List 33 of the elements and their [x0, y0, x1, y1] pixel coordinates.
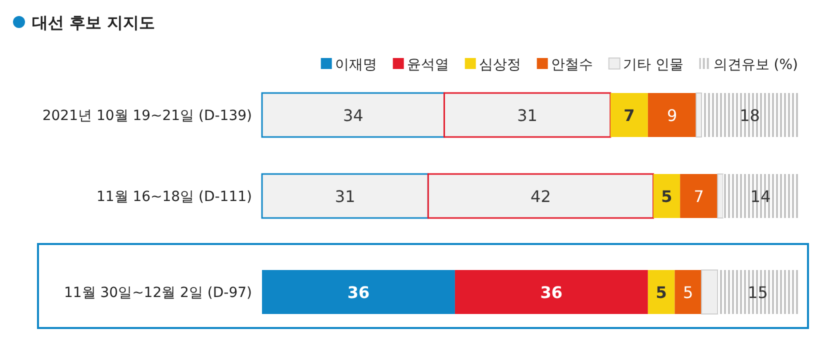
- legend-label: 심상정: [478, 57, 521, 73]
- data-label: 5: [661, 187, 672, 206]
- data-label: 7: [624, 106, 635, 125]
- bar: [701, 270, 718, 314]
- legend-label: 기타 인물: [622, 57, 684, 73]
- data-label: 5: [656, 283, 667, 302]
- data-label: 36: [540, 283, 563, 302]
- data-label: 42: [530, 187, 551, 206]
- text: 대선 후보 지지도: [32, 13, 156, 32]
- data-label: 5: [683, 283, 694, 302]
- y-tick-label: 11월 30일~12월 2일 (D-97): [64, 285, 252, 301]
- bar: [648, 270, 675, 314]
- data-label: 34: [342, 106, 364, 125]
- data-label: 31: [334, 187, 356, 206]
- y-tick-label: 11월 16~18일 (D-111): [96, 189, 252, 205]
- legend-label: 윤석열: [406, 57, 449, 73]
- data-label: 15: [748, 283, 768, 302]
- legend-label: 이재명: [334, 57, 377, 73]
- y-tick-label: 2021년 10월 19~21일 (D-139): [42, 108, 252, 124]
- data-label: 18: [740, 106, 760, 125]
- legend-label: 안철수: [550, 57, 593, 73]
- data-label: 31: [517, 106, 538, 125]
- bar: [648, 93, 696, 137]
- data-label: 9: [666, 106, 678, 125]
- data-label: 36: [347, 283, 370, 302]
- bar: [718, 270, 798, 314]
- data-label: 14: [750, 187, 771, 206]
- data-label: 7: [694, 187, 704, 206]
- bar: [674, 270, 702, 314]
- legend-label: 의견유보 (%): [713, 57, 798, 73]
- bar: [696, 92, 702, 138]
- bar: [610, 93, 648, 137]
- bar: [702, 93, 798, 137]
